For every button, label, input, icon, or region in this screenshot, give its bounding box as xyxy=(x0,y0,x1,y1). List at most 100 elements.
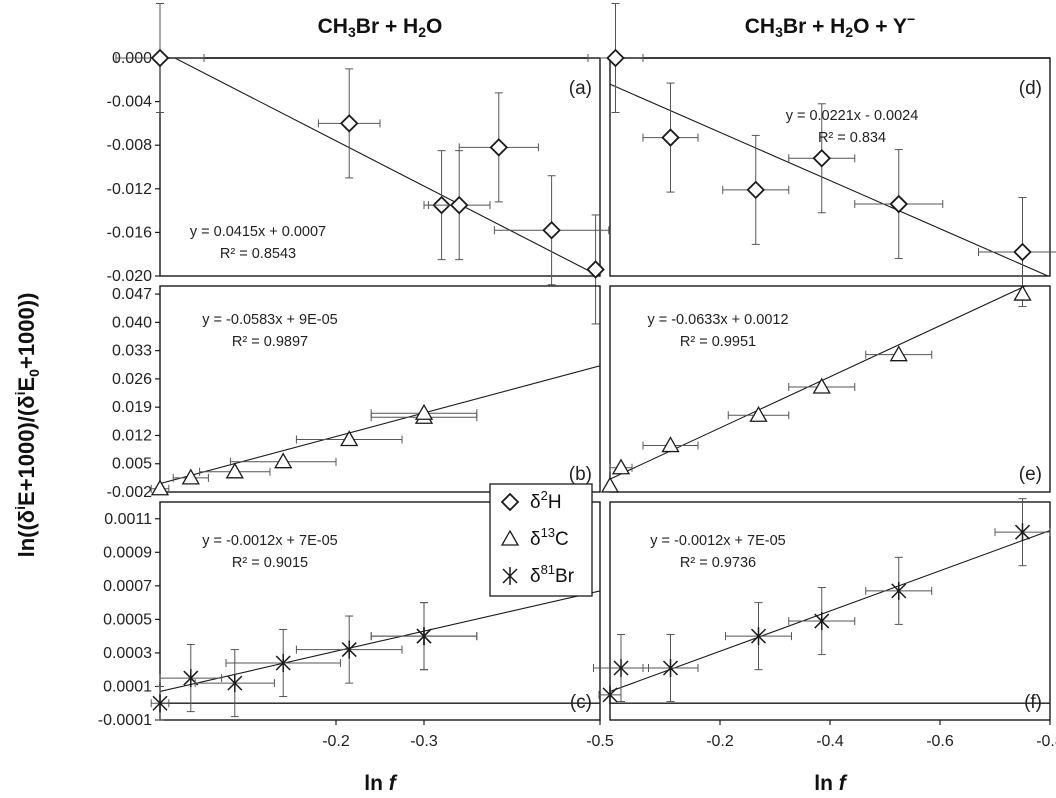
panel-c-y-tick-label-6: 0.0011 xyxy=(104,511,152,528)
panel-c-y-tick-label-1: 0.0001 xyxy=(103,678,152,695)
panel-e-equation: y = -0.0633x + 0.0012 xyxy=(647,312,788,328)
panel-a-point-5 xyxy=(493,175,610,286)
panel-c-x-tick-label-0: -0.2 xyxy=(322,733,350,750)
panel-a-point-3 xyxy=(427,150,491,261)
panel-c-x-tick-label-2: -0.5 xyxy=(586,733,614,750)
y-axis-label: ln((δiE+1000)/(δiE0+1000)) xyxy=(12,293,42,558)
panel-a-y-tick-label-4: -0.016 xyxy=(107,224,152,241)
panel-d-fit-line xyxy=(610,83,1050,276)
panel-b-y-tick-label-3: 0.019 xyxy=(112,399,152,416)
column-title-right: CH3Br + H2O + Y− xyxy=(745,11,915,40)
panel-c-point-2 xyxy=(194,649,275,718)
panel-f-marker-5 xyxy=(891,581,907,600)
panel-b: -0.002 0.005 0.012 0.019 0.026 0.033 0.040 0.04… xyxy=(107,285,601,501)
panel-c-marker-0 xyxy=(152,694,168,713)
panel-a-point-4 xyxy=(458,92,539,203)
panel-a-y-tick-label-5: -0.020 xyxy=(107,268,152,285)
panel-b-r2: R² = 0.9897 xyxy=(232,334,308,350)
panel-e-point-0 xyxy=(600,476,620,493)
panel-b-y-tick-label-2: 0.012 xyxy=(112,427,152,444)
panel-f-r2: R² = 0.9736 xyxy=(680,555,756,571)
panel-a-marker-0 xyxy=(150,48,170,68)
panel-d-point-4 xyxy=(854,149,944,260)
panel-a-r2: R² = 0.8543 xyxy=(220,246,296,262)
panel-a-marker-4 xyxy=(489,138,509,157)
panel-e-point-6 xyxy=(1013,284,1032,301)
panel-c-point-4 xyxy=(295,615,403,684)
panel-b-point-0 xyxy=(150,479,170,496)
panel-e-point-1 xyxy=(609,458,633,475)
panel-c-point-6 xyxy=(370,602,478,671)
column-title-left: CH3Br + H2O xyxy=(318,15,443,40)
panel-d-point-1 xyxy=(642,82,699,193)
panel-c-y-tick-label-4: 0.0007 xyxy=(103,578,152,595)
legend-entry-h: δ2H xyxy=(530,488,562,513)
panel-f-x-tick-label-1: -0.4 xyxy=(816,733,844,750)
panel-c-marker-6 xyxy=(416,627,432,646)
legend-marker-triangle xyxy=(500,529,520,546)
panel-c-marker-4 xyxy=(341,640,357,659)
panel-a-point-1 xyxy=(317,68,381,179)
panel-f-marker-1 xyxy=(613,659,629,678)
panel-c-y-tick-label-0: -0.0001 xyxy=(98,712,152,729)
panel-a-marker-6 xyxy=(586,260,605,279)
panel-c-frame xyxy=(159,501,601,721)
panel-b-y-tick-label-4: 0.026 xyxy=(112,371,152,388)
panel-a-label: (a) xyxy=(569,78,592,99)
panel-d: y = 0.0221x - 0.0024 R² = 0.834 (d) xyxy=(587,3,1056,308)
panel-b-marker-3 xyxy=(274,452,293,469)
panel-d-equation: y = 0.0221x - 0.0024 xyxy=(786,108,919,124)
panel-b-point-6 xyxy=(370,403,478,420)
panel-e-marker-1 xyxy=(611,458,631,475)
panel-e: y = -0.0633x + 0.0012 R² = 0.9951 (e) xyxy=(600,284,1051,493)
panel-e-marker-6 xyxy=(1013,284,1032,301)
legend-marker-star xyxy=(502,567,518,585)
panel-e-r2: R² = 0.9951 xyxy=(680,334,756,350)
panel-b-marker-1 xyxy=(181,468,200,485)
panel-d-marker-5 xyxy=(1013,242,1032,262)
panel-b-y-tick-label-7: 0.047 xyxy=(112,286,152,303)
panel-e-point-3 xyxy=(727,405,790,422)
panel-f-marker-4 xyxy=(814,612,830,631)
legend: δ2H δ13C δ81Br xyxy=(489,483,593,597)
panel-f-equation: y = -0.0012x + 7E-05 xyxy=(650,533,785,549)
panel-b-marker-0 xyxy=(150,479,170,496)
panel-d-r2: R² = 0.834 xyxy=(818,130,886,146)
panel-c-fit-line xyxy=(160,590,600,693)
panel-b-point-3 xyxy=(229,452,337,469)
panel-a-point-0 xyxy=(115,3,205,113)
panel-c-equation: y = -0.0012x + 7E-05 xyxy=(202,533,337,549)
x-axis-label-right: ln f xyxy=(814,772,848,795)
panel-b-marker-6 xyxy=(414,403,434,420)
panel-f-point-3 xyxy=(725,602,792,671)
panel-b-point-4 xyxy=(295,430,403,447)
panel-f-marker-2 xyxy=(662,659,679,678)
legend-entry-c: δ13C xyxy=(530,525,569,550)
panel-b-y-tick-label-0: -0.002 xyxy=(107,484,152,501)
panel-b-y-tick-label-5: 0.033 xyxy=(112,343,152,360)
panel-a-y-tick-label-3: -0.012 xyxy=(107,181,152,198)
panel-d-point-3 xyxy=(788,103,856,214)
panel-c: -0.0001 0.0001 0.0003 0.0005 0.0007 0.0009 0.0… xyxy=(98,501,614,750)
panel-c-point-1 xyxy=(159,644,223,713)
panel-e-point-5 xyxy=(865,345,933,362)
panel-a-marker-5 xyxy=(542,220,561,240)
panel-b-frame xyxy=(159,285,601,493)
panel-d-marker-3 xyxy=(812,149,832,168)
panel-c-label: (c) xyxy=(570,692,592,713)
panel-b-y-tick-label-6: 0.040 xyxy=(112,314,152,331)
panel-e-marker-5 xyxy=(889,345,908,362)
panel-f-point-4 xyxy=(788,587,856,656)
panel-a-marker-3 xyxy=(449,195,469,215)
panel-c-point-3 xyxy=(225,628,341,698)
panel-d-marker-4 xyxy=(889,194,909,214)
panel-b-equation: y = -0.0583x + 9E-05 xyxy=(202,312,337,328)
panel-e-frame xyxy=(609,285,1051,493)
panel-a-y-tick-label-2: -0.008 xyxy=(107,137,152,154)
panel-f-x-tick-label-3: -0.8 xyxy=(1036,733,1056,750)
legend-markers xyxy=(500,492,520,585)
panel-f-point-1 xyxy=(593,633,649,703)
